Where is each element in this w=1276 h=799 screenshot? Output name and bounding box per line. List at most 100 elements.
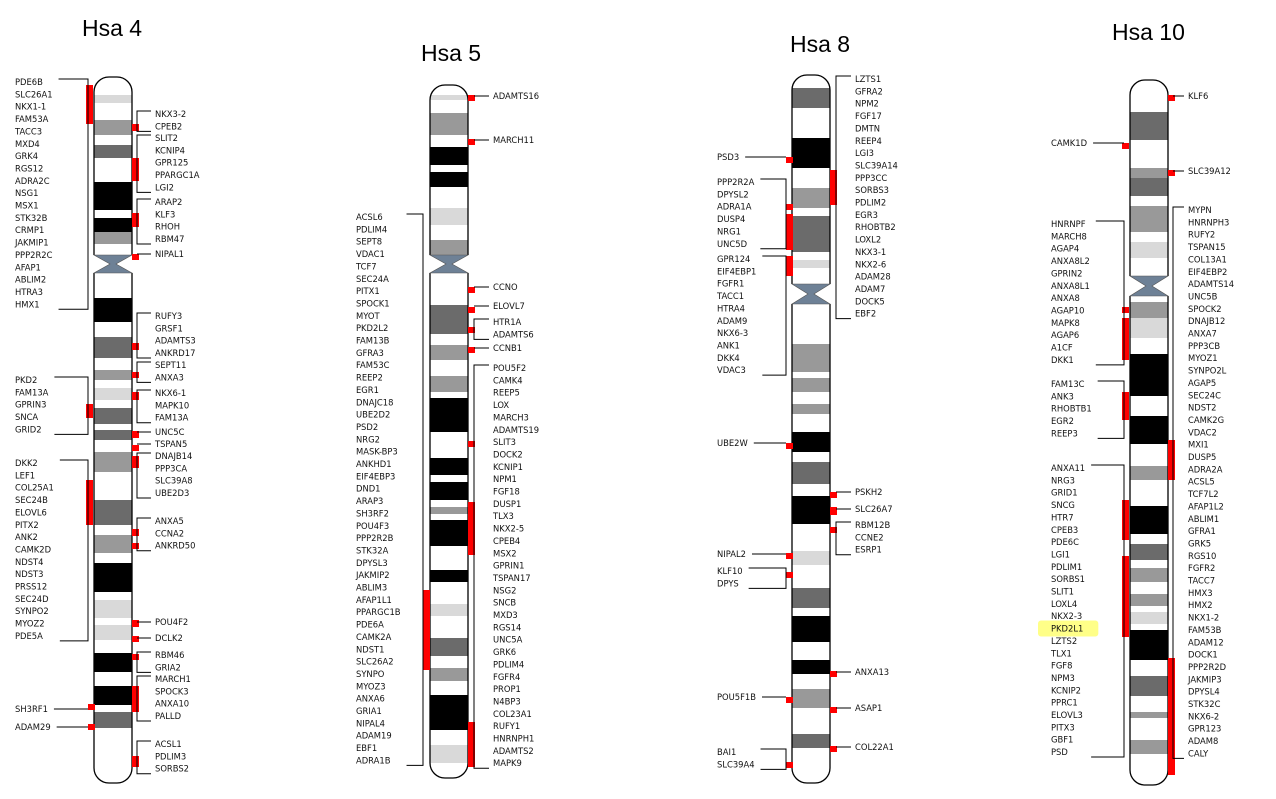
band [1130, 480, 1168, 506]
gene-label: CCNE2 [855, 532, 884, 542]
gene-label: PKD2 [15, 375, 37, 385]
gene-label: CAMK4 [493, 375, 523, 385]
gene-label: DCLK2 [155, 633, 183, 643]
band [94, 120, 132, 135]
gene-label: UBE2D3 [155, 488, 189, 498]
band [94, 298, 132, 322]
gene-label: NDST2 [1188, 403, 1216, 413]
chromosome-hsa10 [1128, 79, 1170, 786]
bracket [136, 110, 151, 132]
gene-mark-hsa10 [1122, 143, 1129, 149]
gene-label: SNCG [1051, 500, 1075, 510]
band [94, 358, 132, 370]
gene-mark-hsa5 [468, 347, 475, 353]
gene-label: RUFY2 [1188, 230, 1215, 240]
gene-label: SORBS1 [1051, 574, 1085, 584]
band [792, 344, 830, 372]
gene-label: MSX2 [493, 548, 517, 558]
gene-label: NRG2 [356, 434, 380, 444]
gene-label: RGS12 [15, 163, 43, 173]
gene-label: ADAM19 [356, 731, 392, 741]
gene-label: ANXA6 [356, 694, 385, 704]
gene-label: GFRA2 [855, 86, 883, 96]
gene-label: KCNIP2 [1051, 685, 1081, 695]
gene-label: DOCK5 [855, 296, 885, 306]
gene-label: BAI1 [717, 747, 736, 757]
band [430, 432, 468, 458]
gene-label: CCNO [493, 282, 518, 292]
gene-label: TCF7L2 [1187, 489, 1219, 499]
gene-label: FAM13C [1051, 379, 1085, 389]
gene-label: PDLIM1 [1051, 562, 1082, 572]
gene-label: ABLIM3 [356, 583, 387, 593]
band [94, 244, 132, 255]
gene-label: MYPN [1188, 205, 1212, 215]
gene-label: HMX2 [1188, 600, 1213, 610]
gene-label: NDST3 [15, 569, 43, 579]
gene-label: SLC39A14 [855, 160, 898, 170]
gene-label: EGR1 [356, 385, 379, 395]
gene-group-right: ELOVL7 [474, 301, 525, 311]
gene-label: ANKRD50 [155, 541, 195, 551]
gene-label: SH3RF1 [15, 704, 48, 714]
bracket [136, 312, 151, 359]
gene-label: DKK2 [15, 458, 38, 468]
gene-label: RGS14 [493, 622, 521, 632]
band [430, 305, 468, 320]
gene-label: SNCA [15, 412, 38, 422]
gene-label: PITX3 [1051, 722, 1075, 732]
band [430, 113, 468, 135]
gene-label: ACSL1 [155, 739, 182, 749]
gene-label: ADAMTS19 [493, 425, 539, 435]
band [430, 360, 468, 376]
gene-label: NKX6-3 [717, 328, 748, 338]
bracket [1091, 464, 1125, 758]
gene-label: ACSL6 [356, 212, 383, 222]
band [430, 616, 468, 638]
gene-label: KCNIP1 [493, 462, 523, 472]
band [94, 322, 132, 337]
gene-label: ADAMTS3 [155, 336, 196, 346]
gene-label: SEC24D [15, 594, 49, 604]
band [430, 475, 468, 482]
gene-label: PPP2R2B [356, 533, 394, 543]
gene-label: PPP2R2D [1188, 662, 1226, 672]
band [1130, 178, 1168, 196]
gene-label: SPOCK2 [1188, 304, 1222, 314]
gene-mark-hsa10 [1168, 658, 1175, 775]
gene-label: GPR125 [155, 158, 188, 168]
gene-group-right: COL22A1 [836, 742, 894, 752]
gene-label: DOCK1 [1188, 650, 1218, 660]
gene-label: UNC5A [493, 635, 523, 645]
band [792, 708, 830, 734]
gene-label: SLC26A1 [15, 89, 53, 99]
gene-label: DPYSL3 [356, 558, 388, 568]
gene-label: GPR123 [1188, 724, 1221, 734]
gene-label: VDAC1 [356, 249, 385, 259]
band [430, 763, 468, 778]
gene-label: NSG1 [15, 188, 38, 198]
band [430, 458, 468, 475]
gene-label: DNAJB12 [1188, 316, 1225, 326]
gene-label: ADAM7 [855, 284, 885, 294]
gene-label: PPARGC1B [356, 607, 401, 617]
band [430, 334, 468, 345]
chromosome-hsa5 [428, 84, 470, 779]
gene-mark-hsa4 [86, 85, 93, 124]
gene-label: SNCB [493, 598, 516, 608]
gene-label: DOCK2 [493, 449, 523, 459]
gene-mark-hsa10 [1168, 170, 1175, 176]
q-arm-outline [429, 273, 469, 779]
bracket [406, 213, 424, 766]
gene-label: SLC39A4 [717, 759, 755, 769]
q-arm [94, 273, 132, 783]
gene-label: AGAP10 [1051, 305, 1085, 315]
gene-label: AFAP1L1 [356, 595, 392, 605]
gene-label: ADAM29 [15, 722, 51, 732]
gene-label: CALY [1188, 748, 1209, 758]
gene-group-left: ANXA11 NRG3 GRID1 SNCG HTR7 CPEB3 PDE6C LGI1 PDL… [1038, 463, 1125, 758]
bracket [136, 134, 151, 193]
band [94, 424, 132, 430]
gene-label: TSPAN5 [154, 439, 187, 449]
gene-label: CCNA2 [155, 528, 184, 538]
